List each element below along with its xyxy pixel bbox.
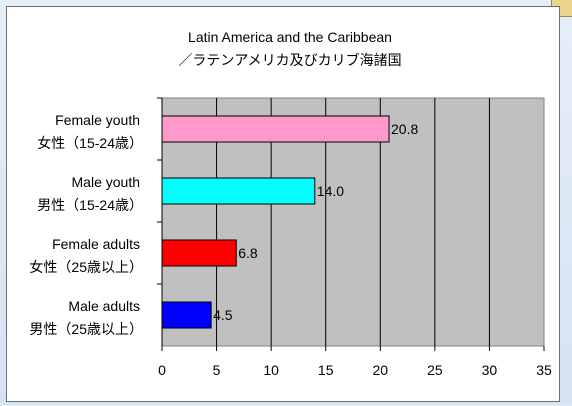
bar bbox=[161, 239, 237, 267]
category-label-en: Female youth bbox=[55, 112, 140, 128]
x-tick-label: 0 bbox=[158, 362, 166, 378]
x-tick-label: 5 bbox=[213, 362, 221, 378]
bar-chart: Latin America and the Caribbean ／ラテンアメリカ… bbox=[29, 29, 552, 378]
data-label: 4.5 bbox=[213, 307, 233, 323]
category-label-en: Male adults bbox=[68, 298, 140, 314]
data-label: 14.0 bbox=[317, 183, 344, 199]
side-tick-marks bbox=[564, 90, 570, 390]
category-label-ja: 男性（25歳以上） bbox=[29, 321, 143, 337]
x-tick-label: 15 bbox=[318, 362, 334, 378]
chart-title: Latin America and the Caribbean bbox=[188, 29, 392, 45]
x-tick-label: 20 bbox=[372, 362, 388, 378]
category-label-ja: 男性（15-24歳） bbox=[37, 197, 143, 213]
bar bbox=[161, 115, 390, 143]
chart-subtitle: ／ラテンアメリカ及びカリブ海諸国 bbox=[178, 52, 401, 68]
x-tick-label: 35 bbox=[536, 362, 552, 378]
data-label: 20.8 bbox=[391, 121, 418, 137]
category-label-ja: 女性（15-24歳） bbox=[37, 135, 143, 151]
bar bbox=[161, 177, 316, 205]
data-label: 6.8 bbox=[238, 245, 258, 261]
x-tick-label: 25 bbox=[427, 362, 443, 378]
category-label-en: Female adults bbox=[52, 236, 140, 252]
category-label-en: Male youth bbox=[72, 174, 140, 190]
x-tick-label: 30 bbox=[482, 362, 498, 378]
chart-frame: Latin America and the Caribbean ／ラテンアメリカ… bbox=[6, 6, 560, 402]
category-label-ja: 女性（25歳以上） bbox=[29, 259, 143, 275]
x-tick-label: 10 bbox=[263, 362, 279, 378]
bar bbox=[161, 301, 212, 329]
